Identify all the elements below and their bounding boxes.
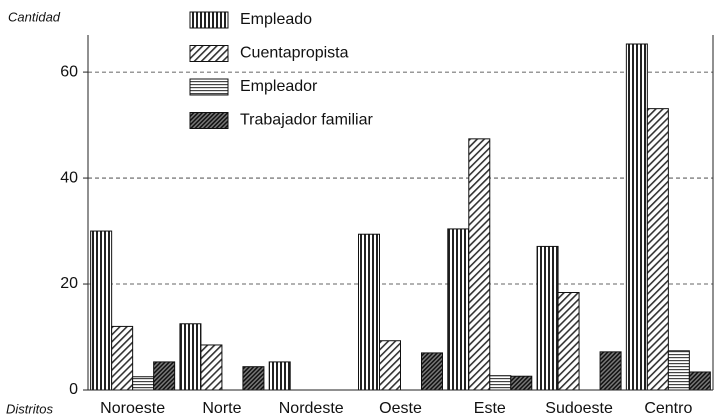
- bar: [242, 366, 265, 391]
- x-tick-label: Sudoeste: [545, 400, 613, 417]
- legend-label: Cuentapropista: [240, 45, 349, 62]
- bar: [132, 376, 155, 391]
- y-axis-label: Cantidad: [8, 9, 61, 24]
- legend-swatch: [189, 112, 229, 129]
- bar: [421, 352, 443, 391]
- bar: [468, 138, 491, 391]
- y-tick-label: 20: [60, 275, 78, 292]
- bar: [625, 43, 648, 391]
- y-tick-label: 60: [60, 63, 78, 80]
- bar: [536, 245, 559, 391]
- x-tick-label: Nordeste: [279, 400, 344, 417]
- legend-label: Empleado: [240, 11, 312, 28]
- bar: [268, 361, 291, 391]
- bar: [111, 325, 134, 391]
- bar: [510, 375, 533, 391]
- legend-swatch: [189, 78, 229, 96]
- legend-swatch: [189, 11, 229, 29]
- bar: [557, 292, 580, 391]
- bar: [358, 233, 380, 391]
- bar: [153, 361, 176, 391]
- bar: [379, 340, 401, 391]
- legend-label: Empleador: [240, 78, 318, 95]
- x-tick-label: Noroeste: [100, 400, 165, 417]
- bar: [688, 371, 711, 391]
- bar: [489, 375, 512, 391]
- x-tick-label: Oeste: [379, 400, 422, 417]
- x-tick-label: Norte: [202, 400, 241, 417]
- bar: [667, 350, 690, 391]
- bar: [90, 230, 113, 391]
- x-axis-label: Distritos: [6, 401, 53, 416]
- x-tick-label: Este: [474, 400, 506, 417]
- legend-label: Trabajador familiar: [240, 112, 373, 129]
- legend-swatch: [189, 45, 229, 62]
- bar: [447, 228, 470, 391]
- bar: [599, 351, 622, 391]
- y-tick-label: 0: [69, 381, 78, 398]
- bar: [200, 344, 223, 391]
- y-tick-label: 40: [60, 169, 78, 186]
- bar: [179, 323, 202, 391]
- bar: [646, 108, 669, 391]
- x-tick-label: Centro: [644, 400, 692, 417]
